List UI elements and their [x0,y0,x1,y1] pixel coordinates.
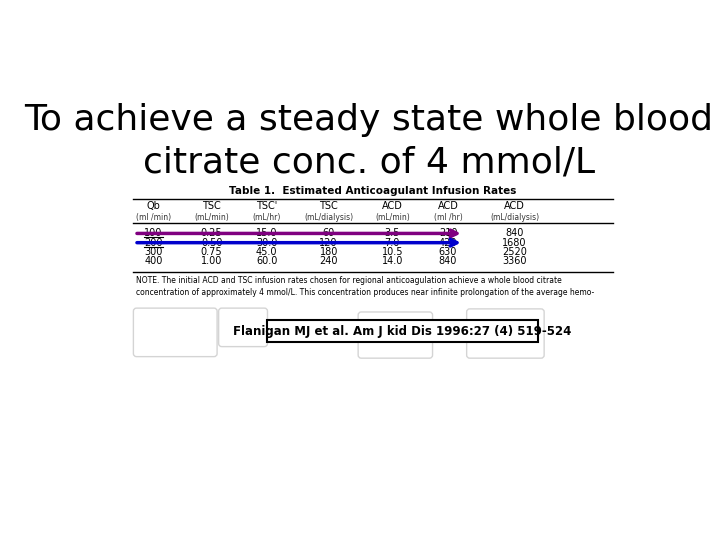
Text: 300: 300 [145,247,163,257]
FancyBboxPatch shape [219,308,267,347]
Text: NOTE. The initial ACD and TSC infusion rates chosen for regional anticoagulation: NOTE. The initial ACD and TSC infusion r… [137,276,595,296]
Text: 1680: 1680 [503,238,527,248]
FancyBboxPatch shape [358,312,433,358]
Text: Qb: Qb [147,201,161,212]
Text: (ml /min): (ml /min) [136,213,171,222]
Text: (mL/dialysis): (mL/dialysis) [490,213,539,222]
Text: Table 1.  Estimated Anticoagulant Infusion Rates: Table 1. Estimated Anticoagulant Infusio… [229,186,516,197]
Text: 60.0: 60.0 [256,256,277,266]
Bar [266,320,538,342]
FancyBboxPatch shape [467,309,544,358]
Text: 14.0: 14.0 [382,256,403,266]
Text: 45.0: 45.0 [256,247,277,257]
FancyBboxPatch shape [133,308,217,356]
Text: 60: 60 [323,228,335,239]
Text: To achieve a steady state whole blood
citrate conc. of 4 mmol/L: To achieve a steady state whole blood ci… [24,103,714,179]
Text: 3.5: 3.5 [384,228,400,239]
Text: TSC: TSC [202,201,221,212]
Text: 400: 400 [145,256,163,266]
Text: 120: 120 [320,238,338,248]
Text: 0.25: 0.25 [201,228,222,239]
Text: ACD: ACD [504,201,525,212]
Text: 10.5: 10.5 [382,247,403,257]
Text: ACD: ACD [382,201,402,212]
Text: (mL/hr): (mL/hr) [253,213,281,222]
Text: 630: 630 [439,247,457,257]
Text: (mL/min): (mL/min) [375,213,410,222]
Text: (mL/min): (mL/min) [194,213,229,222]
Text: TSC': TSC' [256,201,277,212]
Text: 200: 200 [144,238,163,248]
Text: 7.0: 7.0 [384,238,400,248]
Text: 0.75: 0.75 [201,247,222,257]
Text: 180: 180 [320,247,338,257]
Text: 15.0: 15.0 [256,228,277,239]
Text: 1.00: 1.00 [201,256,222,266]
Text: 840: 840 [439,256,457,266]
Text: 2520: 2520 [503,247,527,257]
Text: 0.50: 0.50 [201,238,222,248]
Text: 420: 420 [438,238,457,248]
Text: 840: 840 [505,228,524,239]
Text: ACD: ACD [438,201,459,212]
Text: TSC: TSC [320,201,338,212]
Text: Flanigan MJ et al. Am J kid Dis 1996:27 (4) 519-524: Flanigan MJ et al. Am J kid Dis 1996:27 … [233,325,572,338]
Text: (mL/dialysis): (mL/dialysis) [304,213,354,222]
Text: 30.0: 30.0 [256,238,277,248]
Text: 100: 100 [145,228,163,239]
Text: 240: 240 [320,256,338,266]
Text: 3360: 3360 [503,256,527,266]
Text: 210: 210 [438,228,457,239]
Text: (ml /hr): (ml /hr) [433,213,462,222]
